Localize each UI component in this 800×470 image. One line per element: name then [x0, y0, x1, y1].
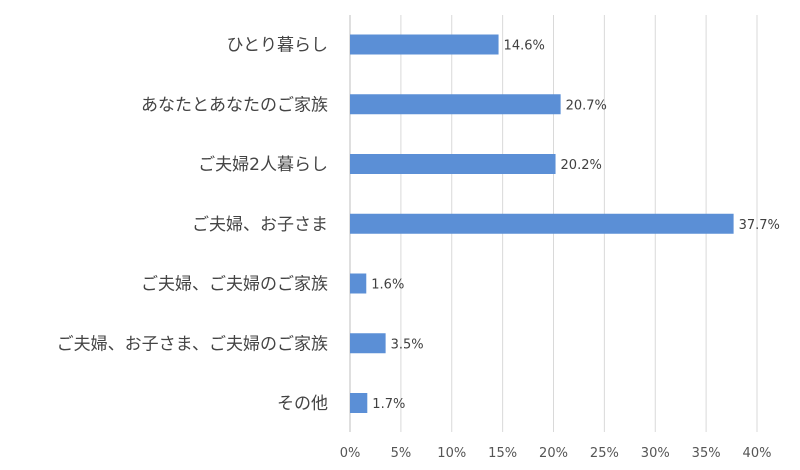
bar	[350, 273, 367, 294]
x-tick-label: 20%	[539, 446, 568, 461]
data-label: 37.7%	[739, 218, 780, 233]
bar	[350, 333, 386, 354]
category-label: ご夫婦、ご夫婦のご家族	[141, 275, 328, 295]
bar	[350, 154, 556, 174]
bar	[350, 393, 368, 413]
bar	[350, 213, 734, 234]
category-label: ご夫婦、お子さま、ご夫婦のご家族	[57, 334, 328, 354]
x-tick-label: 30%	[641, 446, 670, 461]
category-label: ご夫婦2人暮らし	[198, 155, 328, 175]
bar	[350, 94, 561, 115]
x-tick-label: 0%	[340, 446, 361, 461]
data-label: 3.5%	[391, 337, 424, 352]
x-tick-label: 5%	[391, 446, 412, 461]
data-label: 1.7%	[372, 397, 405, 412]
x-tick-label: 40%	[743, 446, 772, 461]
category-label: あなたとあなたのご家族	[141, 95, 328, 115]
bars	[350, 34, 734, 413]
x-tick-label: 10%	[437, 446, 466, 461]
x-tick-label: 35%	[692, 446, 721, 461]
category-labels: ひとり暮らしあなたとあなたのご家族ご夫婦2人暮らしご夫婦、お子さまご夫婦、ご夫婦…	[57, 36, 328, 415]
category-label: ご夫婦、お子さま	[192, 215, 328, 235]
data-label: 20.2%	[561, 158, 602, 173]
x-tick-labels: 0% 5% 10% 15% 20% 25% 30% 35% 40%	[340, 446, 772, 461]
category-label: その他	[277, 394, 328, 414]
x-tick-label: 25%	[590, 446, 619, 461]
data-label: 14.6%	[504, 39, 545, 54]
bar	[350, 34, 499, 55]
value-labels: 14.6% 20.7% 20.2% 37.7% 1.6% 3.5% 1.7%	[371, 39, 780, 413]
x-tick-label: 15%	[488, 446, 517, 461]
data-label: 1.6%	[371, 278, 404, 293]
category-label: ひとり暮らし	[227, 36, 329, 56]
data-label: 20.7%	[566, 98, 607, 113]
